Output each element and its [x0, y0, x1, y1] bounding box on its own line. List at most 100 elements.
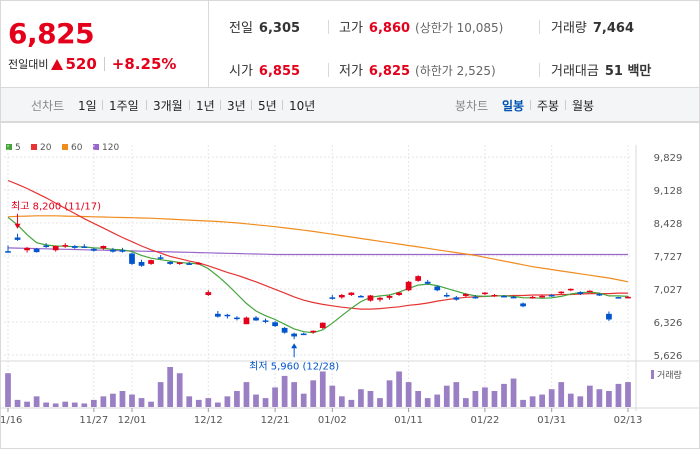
- x-tick-label: 01/11: [394, 415, 423, 426]
- volume-bar: [186, 396, 193, 407]
- candle-body: [310, 330, 317, 333]
- volume-bar: [300, 393, 307, 407]
- candle-body: [71, 245, 78, 248]
- stat-value: 6,860: [368, 21, 411, 36]
- volume-bar: [443, 385, 450, 407]
- tab-1-week[interactable]: 1주일: [109, 99, 139, 113]
- stat-label: 저가: [339, 64, 363, 79]
- volume-bar: [577, 396, 584, 407]
- candle-body: [586, 290, 593, 293]
- volume-bar: [176, 373, 183, 407]
- volume-bar: [520, 399, 526, 407]
- stat-label: 거래량: [551, 21, 587, 36]
- change-amount: 520: [65, 55, 97, 73]
- volume-bar: [138, 398, 145, 407]
- candle-body: [167, 262, 174, 264]
- y-tick-label: 7,027: [654, 285, 683, 296]
- candle-body: [396, 292, 402, 295]
- volume-bar: [348, 399, 355, 407]
- candle-body: [520, 303, 526, 307]
- candle-body: [577, 292, 584, 295]
- tab-monthly-candle[interactable]: 월봉: [572, 99, 595, 113]
- high-annotation-label: 최고 8,200 (11/17): [11, 201, 101, 213]
- tab-1-day[interactable]: 1일: [78, 99, 97, 113]
- tab-3-years[interactable]: 3년: [227, 99, 246, 113]
- legend-swatch: [31, 144, 37, 150]
- stat-open: 시가 6,855: [229, 60, 300, 79]
- tab-5-years[interactable]: 5년: [258, 99, 277, 113]
- chart-tabs-bar: 선차트 1일 1주일 3개월 1년 3년 5년 10년 봉차트 일봉 주봉 월봉: [0, 88, 700, 122]
- tab-10-years[interactable]: 10년: [289, 99, 316, 113]
- candle-body: [615, 297, 622, 299]
- candle-body: [491, 294, 498, 297]
- low-annotation-label: 최저 5,960 (12/28): [249, 360, 339, 372]
- x-tick-label: 11/16: [0, 415, 22, 426]
- candle-body: [291, 333, 298, 337]
- volume-legend-label: 거래량: [657, 369, 682, 381]
- divider: [251, 100, 252, 110]
- line-chart-label: 선차트: [31, 99, 65, 113]
- divider: [530, 100, 531, 110]
- legend-swatch: [93, 144, 99, 150]
- candle-body: [625, 296, 631, 299]
- candle-body: [453, 297, 460, 300]
- change-rate: +8.25%: [111, 55, 177, 73]
- candle-body: [62, 245, 69, 247]
- candle-body: [224, 314, 231, 317]
- candle-body: [472, 296, 479, 299]
- y-tick-label: 7,727: [654, 252, 683, 263]
- candle-body: [148, 260, 154, 264]
- legend-label-120: 120: [102, 143, 119, 153]
- divider: [282, 100, 283, 110]
- volume-bar: [338, 396, 345, 407]
- volume-bar: [119, 391, 126, 407]
- tab-daily-candle[interactable]: 일봉: [502, 99, 525, 113]
- candle-body: [90, 248, 97, 251]
- volume-bar: [167, 367, 174, 407]
- volume-bar: [491, 391, 498, 407]
- volume-bar: [415, 391, 422, 407]
- candle-body: [434, 286, 441, 291]
- candle-body: [119, 250, 126, 252]
- stat-value: 6,305: [258, 21, 301, 36]
- y-tick-label: 6,326: [654, 318, 683, 329]
- candle-body: [234, 317, 240, 320]
- volume-bar: [453, 382, 460, 407]
- candle-body: [243, 317, 250, 325]
- candle-body: [501, 295, 507, 298]
- tab-1-year[interactable]: 1년: [196, 99, 215, 113]
- x-tick-label: 01/02: [318, 415, 347, 426]
- candle-body: [329, 297, 336, 299]
- candle-body: [415, 276, 422, 281]
- volume-bar: [253, 394, 259, 407]
- volume-bar: [329, 385, 336, 407]
- legend-label-60: 60: [71, 143, 83, 153]
- candle-body: [510, 296, 517, 299]
- stat-label: 전일: [229, 21, 253, 36]
- volume-bar: [14, 399, 21, 407]
- price-box: 6,825 전일대비 520 +8.25%: [1, 1, 209, 87]
- volume-bar: [472, 391, 479, 407]
- volume-bar: [43, 402, 50, 407]
- tab-weekly-candle[interactable]: 주봉: [537, 99, 560, 113]
- candlestick-chart[interactable]: 5 20 60 120 9,829 9,128 8,428 7,727 7,027 6,326 5,…: [0, 122, 700, 450]
- divider: [328, 63, 329, 77]
- candle-body: [338, 294, 345, 298]
- candle-body: [462, 294, 469, 296]
- volume-bar: [319, 371, 326, 407]
- x-tick-label: 01/22: [471, 415, 500, 426]
- volume-bar: [482, 387, 488, 407]
- candle-body: [24, 247, 30, 251]
- volume-bar: [24, 401, 30, 407]
- volume-bar: [262, 398, 269, 407]
- volume-bar: [558, 382, 565, 407]
- ma5-line: [7, 216, 629, 334]
- candle-body: [424, 281, 431, 284]
- tab-3-months[interactable]: 3개월: [153, 99, 183, 113]
- candle-body: [205, 292, 212, 295]
- volume-bar: [243, 382, 250, 407]
- candle-body: [14, 237, 21, 240]
- candle-body: [262, 320, 269, 322]
- stat-prev-close: 전일 6,305: [229, 17, 300, 36]
- stat-trade-value: 거래대금 51 백만: [551, 60, 651, 79]
